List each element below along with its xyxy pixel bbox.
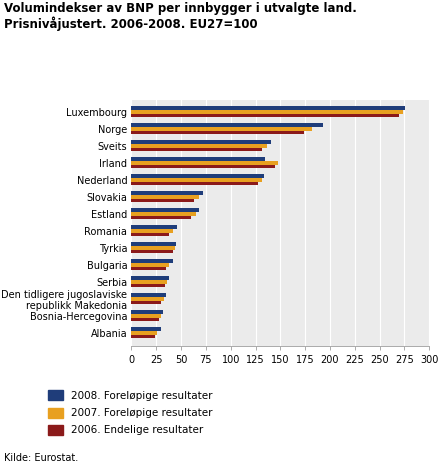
Bar <box>131 212 196 216</box>
Bar <box>131 216 191 219</box>
Bar <box>131 178 262 181</box>
Bar <box>131 246 175 250</box>
Bar <box>131 123 323 127</box>
Bar <box>131 131 304 134</box>
Bar <box>131 161 278 165</box>
Bar <box>131 314 161 318</box>
Text: Volumindekser av BNP per innbygger i utvalgte land.: Volumindekser av BNP per innbygger i utv… <box>4 2 357 15</box>
Bar <box>131 226 177 229</box>
Bar <box>131 335 155 338</box>
Bar <box>131 106 406 110</box>
Bar <box>131 182 258 185</box>
Bar <box>131 280 167 284</box>
Bar <box>131 229 173 232</box>
Text: Prisnivåjustert. 2006-2008. EU27=100: Prisnivåjustert. 2006-2008. EU27=100 <box>4 16 258 31</box>
Bar <box>131 114 399 117</box>
Bar <box>131 127 312 131</box>
Bar <box>131 311 163 314</box>
Bar <box>131 148 262 151</box>
Bar <box>131 199 194 202</box>
Bar <box>131 208 199 212</box>
Bar <box>131 276 169 280</box>
Bar <box>131 301 161 304</box>
Bar <box>131 233 169 236</box>
Bar <box>131 242 176 246</box>
Bar <box>131 192 203 195</box>
Bar <box>131 331 157 334</box>
Bar <box>131 140 272 144</box>
Text: Kilde: Eurostat.: Kilde: Eurostat. <box>4 452 79 463</box>
Bar <box>131 174 265 178</box>
Bar <box>131 297 164 300</box>
Bar <box>131 144 268 147</box>
Bar <box>131 195 199 199</box>
Legend: 2008. Foreløpige resultater, 2007. Foreløpige resultater, 2006. Endelige resulta: 2008. Foreløpige resultater, 2007. Forel… <box>44 386 217 439</box>
Bar <box>131 327 161 331</box>
Bar <box>131 284 165 287</box>
Bar <box>131 158 265 161</box>
Bar <box>131 267 166 270</box>
Bar <box>131 110 403 113</box>
Bar <box>131 259 173 263</box>
Bar <box>131 250 173 253</box>
Bar <box>131 318 159 321</box>
Bar <box>131 165 276 168</box>
Bar <box>131 263 169 266</box>
Bar <box>131 293 166 297</box>
